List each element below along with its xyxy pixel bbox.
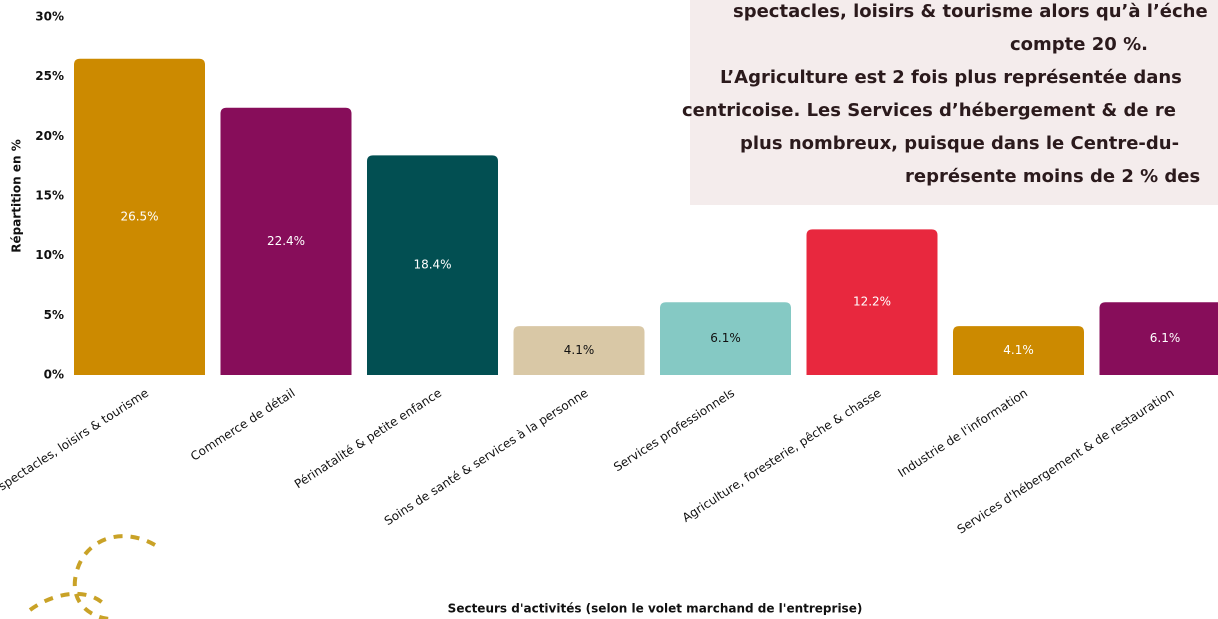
- y-tick-label: 20%: [35, 129, 64, 143]
- y-tick-label: 25%: [35, 69, 64, 83]
- annotation-line: L’Agriculture est 2 fois plus représenté…: [720, 67, 1182, 88]
- x-tick-label: s, spectacles, loisirs & tourisme: [0, 386, 151, 501]
- value-label: 12.2%: [853, 295, 891, 309]
- x-axis-label: Secteurs d'activités (selon le volet mar…: [448, 602, 863, 616]
- value-label: 6.1%: [1150, 331, 1181, 345]
- value-label: 4.1%: [1003, 343, 1034, 357]
- annotation-line: spectacles, loisirs & tourisme alors qu’…: [733, 1, 1208, 22]
- y-tick-label: 5%: [44, 308, 64, 322]
- decoration: [30, 536, 155, 619]
- value-label: 26.5%: [120, 209, 158, 223]
- x-tick-label: Périnatalité & petite enfance: [292, 386, 444, 492]
- value-label: 22.4%: [267, 234, 305, 248]
- annotation-line: représente moins de 2 % des: [905, 166, 1200, 187]
- y-tick-label: 0%: [44, 368, 64, 382]
- value-label: 4.1%: [564, 343, 595, 357]
- y-tick-label: 10%: [35, 248, 64, 262]
- y-tick-label: 30%: [35, 10, 64, 24]
- chart: Répartition en % Secteurs d'activités (s…: [0, 0, 1218, 619]
- annotation-line: centricoise. Les Services d’hébergement …: [682, 100, 1176, 121]
- y-tick-label: 15%: [35, 189, 64, 203]
- x-tick-label: Services professionnels: [611, 386, 737, 475]
- annotation-line: compte 20 %.: [1010, 34, 1148, 55]
- value-label: 6.1%: [710, 331, 741, 345]
- annotation-line: plus nombreux, puisque dans le Centre-du…: [740, 133, 1179, 154]
- x-tick-label: Commerce de détail: [188, 386, 298, 464]
- x-tick-label: Industrie de l'information: [895, 386, 1030, 480]
- value-label: 18.4%: [413, 258, 451, 272]
- y-axis-label: Répartition en %: [10, 139, 24, 253]
